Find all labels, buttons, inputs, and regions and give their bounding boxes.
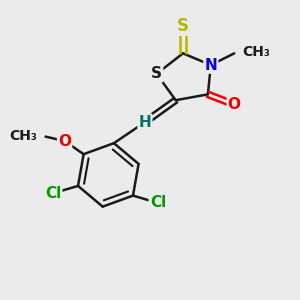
Text: Cl: Cl	[45, 186, 61, 201]
Text: CH₃: CH₃	[242, 45, 270, 59]
Text: O: O	[228, 97, 241, 112]
Text: S: S	[151, 66, 162, 81]
Text: S: S	[177, 16, 189, 34]
Text: Cl: Cl	[150, 195, 166, 210]
Text: H: H	[139, 115, 151, 130]
Text: N: N	[204, 58, 217, 73]
Text: CH₃: CH₃	[9, 129, 37, 143]
Text: O: O	[58, 134, 71, 148]
